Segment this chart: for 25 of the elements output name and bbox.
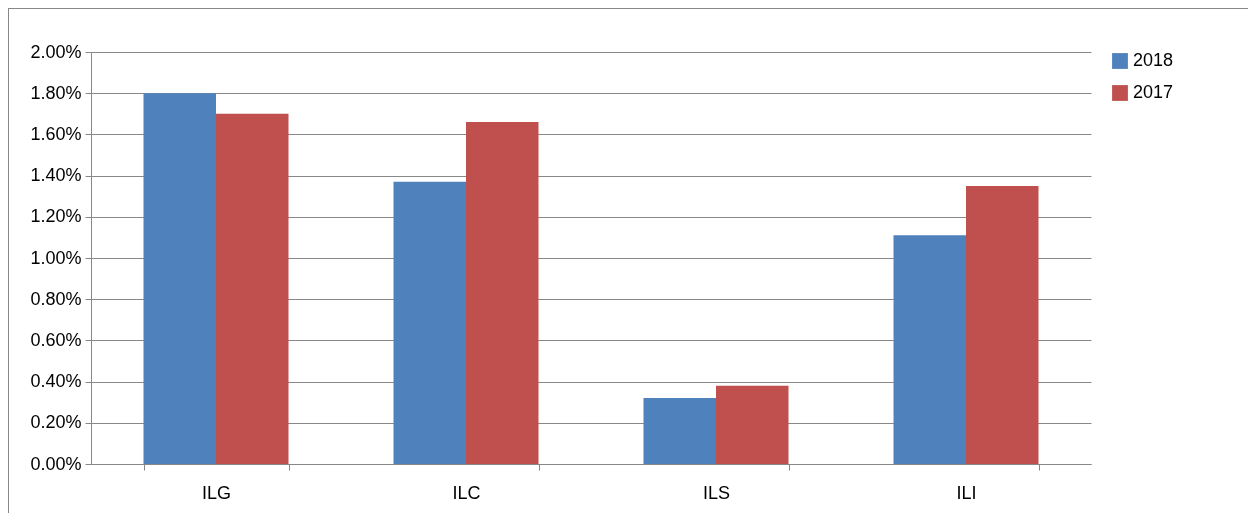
legend-label: 2017: [1133, 82, 1174, 102]
y-tick-label: 1.80%: [30, 82, 82, 103]
y-tick-label: 1.60%: [30, 123, 82, 144]
y-tick-label: 0.00%: [30, 453, 82, 474]
bar: [966, 185, 1039, 464]
y-tick-label: 0.60%: [30, 329, 82, 350]
x-tick-label: ILC: [452, 482, 481, 503]
y-tick-label: 0.40%: [30, 371, 82, 392]
bar: [893, 235, 966, 464]
bar: [143, 93, 216, 464]
x-tick-label: ILS: [702, 482, 731, 503]
x-tick-label: ILG: [201, 482, 232, 503]
y-tick-label: 0.20%: [30, 412, 82, 433]
y-tick-label: 1.40%: [30, 165, 82, 186]
y-tick-label: 0.80%: [30, 288, 82, 309]
x-tick-label: ILI: [956, 482, 977, 503]
legend-label: 2018: [1133, 50, 1174, 70]
bar: [716, 385, 789, 464]
bar: [466, 122, 539, 464]
bar: [393, 181, 466, 464]
bar: [643, 398, 716, 464]
y-tick-label: 1.20%: [30, 206, 82, 227]
y-tick-label: 1.00%: [30, 247, 82, 268]
bar: [216, 113, 289, 464]
y-tick-label: 2.00%: [30, 41, 82, 62]
